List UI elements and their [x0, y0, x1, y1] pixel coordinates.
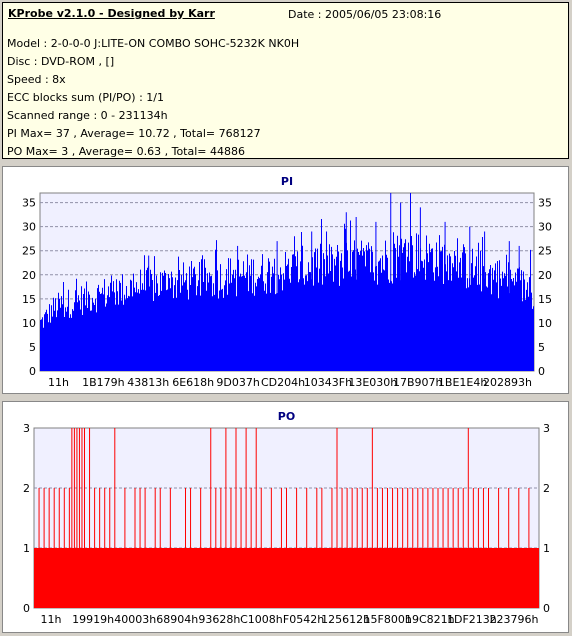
y-tick-label-right: 25	[538, 245, 552, 258]
y-tick-label-left: 25	[22, 245, 36, 258]
x-tick-label: 1BE1E4h	[438, 376, 487, 389]
x-tick-label: 10343Fh	[304, 376, 352, 389]
y-tick-label-left: 1	[23, 542, 30, 555]
x-tick-label: 17B907h	[393, 376, 443, 389]
y-tick-label-right: 30	[538, 221, 552, 234]
y-tick-label-left: 0	[23, 602, 30, 615]
chart-title: PO	[278, 410, 295, 423]
x-tick-label: 19919h	[72, 613, 114, 626]
info-range: Scanned range : 0 - 231134h	[7, 109, 168, 122]
info-disc: Disc : DVD-ROM , []	[7, 55, 115, 68]
x-tick-label: 1DF213h	[447, 613, 497, 626]
info-pi-stats: PI Max= 37 , Average= 10.72 , Total= 768…	[7, 127, 261, 140]
y-tick-label-left: 15	[22, 293, 36, 306]
y-tick-label-right: 0	[538, 365, 545, 378]
y-tick-label-left: 30	[22, 221, 36, 234]
x-tick-label: 93628h	[198, 613, 240, 626]
x-tick-label: 13E030h	[348, 376, 397, 389]
y-tick-label-left: 3	[23, 422, 30, 435]
x-tick-label: 15F800h	[364, 613, 412, 626]
y-tick-label-left: 10	[22, 317, 36, 330]
y-tick-label-right: 35	[538, 197, 552, 210]
y-tick-label-right: 15	[538, 293, 552, 306]
y-tick-label-left: 20	[22, 269, 36, 282]
po-chart-panel: PO 0 0 1 1 2 2 3 3 11h 19919h 40003h 68904h 93628h C10…	[2, 401, 569, 633]
x-tick-label: 202893h	[483, 376, 532, 389]
scan-date: Date : 2005/06/05 23:08:16	[288, 8, 442, 21]
y-tick-label-left: 2	[23, 482, 30, 495]
pi-bars	[40, 193, 534, 371]
x-tick-label: 19C821h	[405, 613, 455, 626]
x-tick-label: 40003h	[114, 613, 156, 626]
info-speed: Speed : 8x	[7, 73, 66, 86]
app-title: KProbe v2.1.0 - Designed by Karr	[8, 7, 215, 20]
po-bars	[34, 428, 539, 608]
info-model: Model : 2-0-0-0 J:LITE-ON COMBO SOHC-523…	[7, 37, 300, 50]
y-tick-label-right: 0	[543, 602, 550, 615]
y-tick-label-left: 35	[22, 197, 36, 210]
y-tick-label-right: 10	[538, 317, 552, 330]
y-tick-label-right: 5	[538, 341, 545, 354]
y-tick-label-right: 20	[538, 269, 552, 282]
x-tick-label: 68904h	[156, 613, 198, 626]
x-tick-label: 223796h	[489, 613, 538, 626]
info-po-stats: PO Max= 3 , Average= 0.63 , Total= 44886	[7, 145, 245, 158]
x-tick-label: F0542h	[283, 613, 324, 626]
pi-chart-panel: PI 0 0 5 5 10 10 15 15 20 20 25 25 30 30 35 35 11h 1B179h 4…	[2, 166, 569, 394]
x-tick-label: C1008h	[240, 613, 283, 626]
pi-chart: PI 0 0 5 5 10 10 15 15 20 20 25 25 30 30 35 35 11h 1B179h 4…	[22, 175, 552, 389]
chart-title: PI	[281, 175, 293, 188]
x-tick-label: 11h	[48, 376, 69, 389]
x-tick-label: 11h	[41, 613, 62, 626]
x-tick-label: 1B179h	[82, 376, 125, 389]
x-tick-label: CD204h	[261, 376, 305, 389]
info-ecc: ECC blocks sum (PI/PO) : 1/1	[7, 91, 164, 104]
y-tick-label-right: 1	[543, 542, 550, 555]
y-tick-label-left: 5	[29, 341, 36, 354]
x-tick-label: 43813h	[127, 376, 169, 389]
info-panel: KProbe v2.1.0 - Designed by Karr Date : …	[2, 2, 569, 159]
po-chart: PO 0 0 1 1 2 2 3 3 11h 19919h 40003h 68904h 93628h C10…	[23, 410, 550, 626]
y-tick-label-right: 3	[543, 422, 550, 435]
x-tick-label: 6E618h	[172, 376, 214, 389]
x-tick-label: 125612h	[321, 613, 370, 626]
x-tick-label: 9D037h	[216, 376, 259, 389]
y-tick-label-right: 2	[543, 482, 550, 495]
y-tick-label-left: 0	[29, 365, 36, 378]
